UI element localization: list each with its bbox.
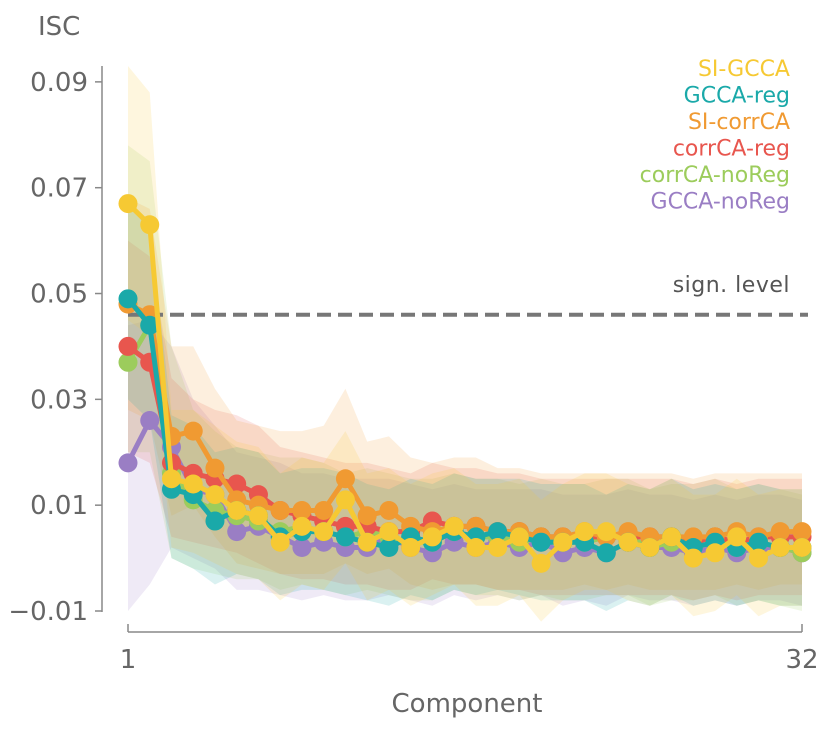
- data-point: [118, 336, 138, 356]
- legend-entry: GCCA-noReg: [651, 190, 790, 215]
- data-point: [553, 532, 573, 552]
- series-lines: [118, 194, 812, 573]
- x-axis: Component 1 32: [120, 624, 819, 719]
- band-corrca-noreg: [128, 145, 802, 611]
- data-point: [770, 538, 790, 558]
- legend-entry: corrCA-noReg: [640, 163, 790, 188]
- data-point: [118, 453, 138, 473]
- data-point: [314, 500, 334, 520]
- data-point: [227, 500, 247, 520]
- data-point: [335, 527, 355, 547]
- data-point: [292, 538, 312, 558]
- significance-level: sign. level: [128, 273, 808, 317]
- data-point: [749, 532, 769, 552]
- y-axis: ISC −0.01 0.01 0.03 0.05 0.07 0.09: [8, 12, 103, 627]
- legend-entry: GCCA-reg: [684, 84, 790, 109]
- data-point: [379, 500, 399, 520]
- data-point: [531, 532, 551, 552]
- y-axis-title: ISC: [38, 12, 80, 42]
- data-point: [118, 194, 138, 214]
- data-point: [749, 548, 769, 568]
- data-point: [118, 289, 138, 309]
- data-point: [270, 500, 290, 520]
- data-point: [183, 474, 203, 494]
- series-si-gcca: [118, 194, 812, 573]
- data-point: [357, 506, 377, 526]
- legend-entry: corrCA-reg: [673, 137, 790, 162]
- data-point: [705, 543, 725, 563]
- data-point: [662, 527, 682, 547]
- data-point: [379, 522, 399, 542]
- data-point: [618, 532, 638, 552]
- y-tick-label: 0.01: [30, 491, 88, 521]
- data-point: [118, 352, 138, 372]
- data-point: [422, 527, 442, 547]
- x-tick-label: 32: [785, 645, 818, 675]
- data-point: [227, 522, 247, 542]
- band-si-gcca: [128, 66, 802, 622]
- data-point: [792, 522, 812, 542]
- data-point: [401, 538, 421, 558]
- data-point: [292, 516, 312, 536]
- y-tick-label: 0.03: [30, 385, 88, 415]
- data-point: [248, 506, 268, 526]
- sign-level-label: sign. level: [673, 273, 790, 298]
- x-tick-label: 1: [120, 645, 137, 675]
- legend-entry: SI-GCCA: [698, 57, 790, 82]
- data-point: [727, 527, 747, 547]
- data-point: [596, 543, 616, 563]
- data-point: [292, 500, 312, 520]
- data-point: [640, 538, 660, 558]
- data-point: [161, 469, 181, 489]
- y-tick-label: 0.07: [30, 174, 88, 204]
- data-point: [205, 511, 225, 531]
- data-point: [183, 421, 203, 441]
- data-point: [314, 522, 334, 542]
- data-point: [683, 548, 703, 568]
- x-axis-title: Component: [392, 689, 543, 719]
- data-point: [509, 527, 529, 547]
- data-point: [792, 538, 812, 558]
- y-tick-label: −0.01: [8, 597, 88, 627]
- data-point: [770, 522, 790, 542]
- data-point: [466, 538, 486, 558]
- data-point: [140, 411, 160, 431]
- legend: SI-GCCAGCCA-regSI-corrCAcorrCA-regcorrCA…: [640, 57, 790, 215]
- data-point: [270, 532, 290, 552]
- data-point: [140, 315, 160, 335]
- data-point: [488, 538, 508, 558]
- data-point: [488, 522, 508, 542]
- data-point: [335, 490, 355, 510]
- data-point: [205, 458, 225, 478]
- y-tick-label: 0.05: [30, 280, 88, 310]
- data-point: [444, 516, 464, 536]
- data-point: [205, 485, 225, 505]
- data-point: [140, 215, 160, 235]
- data-point: [596, 522, 616, 542]
- data-point: [335, 469, 355, 489]
- y-tick-label: 0.09: [30, 68, 88, 98]
- data-point: [531, 553, 551, 573]
- data-point: [357, 532, 377, 552]
- band-si-corrca: [128, 198, 802, 590]
- data-point: [575, 522, 595, 542]
- data-point: [379, 538, 399, 558]
- legend-entry: SI-corrCA: [688, 110, 790, 135]
